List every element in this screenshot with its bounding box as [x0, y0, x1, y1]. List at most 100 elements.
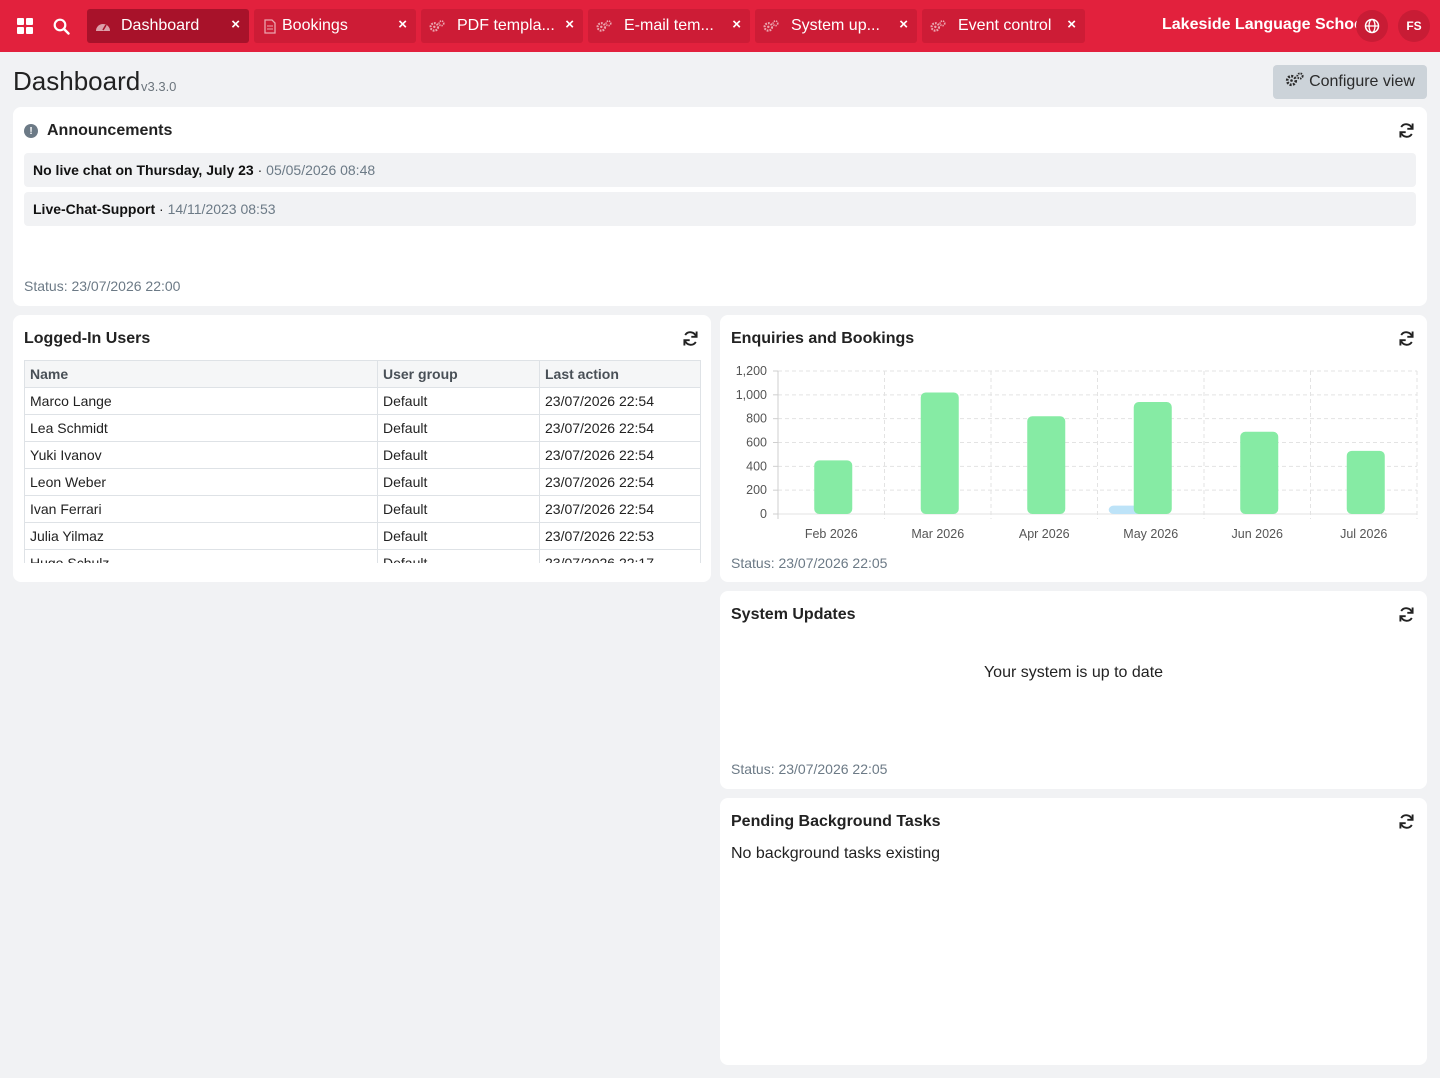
announcement-timestamp: 05/05/2026 08:48 — [266, 162, 376, 178]
x-tick-label: Jul 2026 — [1340, 527, 1387, 541]
dashboard-gauge-icon — [95, 18, 111, 34]
close-icon[interactable]: × — [1067, 16, 1076, 33]
separator: · — [155, 201, 168, 217]
tab-event-control[interactable]: Event control × — [922, 9, 1085, 43]
tab-system-updates[interactable]: System up... × — [755, 9, 917, 43]
cell-last-action: 23/07/2026 22:54 — [539, 441, 701, 469]
table-row[interactable]: Marco Lange Default 23/07/2026 22:54 — [24, 387, 701, 415]
gears-icon — [763, 18, 779, 34]
announcement-text: Live-Chat-Support — [33, 201, 156, 217]
close-icon[interactable]: × — [231, 16, 240, 33]
cell-name: Leon Weber — [24, 468, 378, 496]
cell-user-group: Default — [377, 495, 540, 523]
background-tasks-title: Pending Background Tasks — [731, 813, 941, 830]
school-brand-name: Lakeside Language School — [1162, 16, 1369, 33]
announcement-item[interactable]: Live-Chat-Support · 14/11/2023 08:53 — [24, 192, 1416, 226]
gears-icon — [930, 18, 946, 34]
refresh-icon[interactable] — [680, 328, 700, 348]
bar — [920, 392, 959, 514]
announcement-text: No live chat on Thursday, July 23 — [33, 162, 254, 178]
search-icon[interactable] — [43, 0, 79, 52]
tab-email-templates[interactable]: E-mail tem... × — [588, 9, 750, 43]
bar — [1346, 450, 1385, 514]
background-tasks-message: No background tasks existing — [731, 845, 940, 862]
cell-last-action: 23/07/2026 22:17 — [539, 549, 701, 563]
tab-label: Bookings — [282, 17, 348, 34]
tab-label: Event control — [958, 17, 1052, 34]
cell-last-action: 23/07/2026 22:54 — [539, 468, 701, 496]
gears-icon — [1285, 72, 1304, 92]
bar — [1133, 401, 1172, 514]
cell-last-action: 23/07/2026 22:53 — [539, 522, 701, 550]
cell-user-group: Default — [377, 468, 540, 496]
announcements-title: Announcements — [47, 122, 173, 139]
configure-view-button[interactable]: Configure view — [1273, 65, 1427, 99]
table-row[interactable]: Lea Schmidt Default 23/07/2026 22:54 — [24, 414, 701, 442]
status-text: Status: 23/07/2026 22:00 — [24, 278, 181, 294]
users-table: Name User group Last action Marco Lange D… — [24, 360, 701, 563]
enquiries-bar-chart: 0 200 400 600 800 1,000 1,200 Feb 2026 Mar 2026 A… — [736, 364, 1418, 541]
logged-in-users-title: Logged-In Users — [24, 330, 151, 347]
version-label: v3.3.0 — [141, 79, 177, 94]
table-row[interactable]: Hugo Schulz Default 23/07/2026 22:17 — [24, 549, 701, 563]
close-icon[interactable]: × — [398, 16, 407, 33]
logged-in-users-card: Logged-In Users Name User group Last act… — [13, 315, 711, 582]
close-icon[interactable]: × — [899, 16, 908, 33]
cell-name: Julia Yilmaz — [24, 522, 378, 550]
system-updates-title: System Updates — [731, 606, 856, 623]
announcement-timestamp: 14/11/2023 08:53 — [167, 201, 276, 217]
close-icon[interactable]: × — [565, 16, 574, 33]
cell-user-group: Default — [377, 522, 540, 550]
y-tick-label: 600 — [746, 436, 767, 450]
enquiries-bookings-title: Enquiries and Bookings — [731, 330, 915, 347]
tab-label: PDF templa... — [457, 17, 555, 34]
column-header-name[interactable]: Name — [24, 360, 378, 388]
app-grid-icon[interactable] — [7, 0, 43, 52]
tab-dashboard[interactable]: Dashboard × — [87, 9, 249, 43]
table-header-row: Name User group Last action — [24, 360, 701, 388]
language-globe-icon[interactable] — [1356, 10, 1388, 42]
y-tick-label: 400 — [746, 459, 767, 473]
user-avatar[interactable]: FS — [1398, 10, 1430, 42]
table-row[interactable]: Julia Yilmaz Default 23/07/2026 22:53 — [24, 522, 701, 550]
x-tick-label: Apr 2026 — [1019, 527, 1070, 541]
table-row[interactable]: Ivan Ferrari Default 23/07/2026 22:54 — [24, 495, 701, 523]
document-icon — [262, 18, 278, 34]
background-tasks-card: Pending Background Tasks No background t… — [720, 798, 1427, 1065]
bar — [1240, 431, 1279, 514]
status-text: Status: 23/07/2026 22:05 — [731, 761, 888, 777]
tab-label: E-mail tem... — [624, 17, 714, 34]
column-header-last-action[interactable]: Last action — [539, 360, 701, 388]
announcement-item[interactable]: No live chat on Thursday, July 23 · 05/0… — [24, 153, 1416, 187]
x-tick-label: Feb 2026 — [805, 527, 858, 541]
cell-name: Ivan Ferrari — [24, 495, 378, 523]
tab-label: System up... — [791, 17, 880, 34]
bar — [814, 460, 853, 514]
cell-name: Marco Lange — [24, 387, 378, 415]
configure-view-label: Configure view — [1309, 73, 1415, 90]
tab-bookings[interactable]: Bookings × — [254, 9, 416, 43]
top-navigation-bar: Dashboard × Bookings × PDF templa... × E… — [0, 0, 1440, 52]
cell-name: Yuki Ivanov — [24, 441, 378, 469]
tab-pdf-templates[interactable]: PDF templa... × — [421, 9, 583, 43]
page-title: Dashboard — [13, 66, 141, 96]
cell-name: Lea Schmidt — [24, 414, 378, 442]
refresh-icon[interactable] — [1396, 120, 1416, 140]
table-row[interactable]: Leon Weber Default 23/07/2026 22:54 — [24, 468, 701, 496]
refresh-icon[interactable] — [1396, 328, 1416, 348]
y-tick-label: 1,200 — [736, 364, 767, 378]
table-row[interactable]: Yuki Ivanov Default 23/07/2026 22:54 — [24, 441, 701, 469]
gears-icon — [596, 18, 612, 34]
enquiries-bookings-card: Enquiries and Bookings 0 200 400 600 800 1,00… — [720, 315, 1427, 582]
refresh-icon[interactable] — [1396, 604, 1416, 624]
cell-user-group: Default — [377, 387, 540, 415]
cell-last-action: 23/07/2026 22:54 — [539, 387, 701, 415]
refresh-icon[interactable] — [1396, 811, 1416, 831]
column-header-user-group[interactable]: User group — [377, 360, 540, 388]
separator: · — [253, 162, 267, 178]
announcements-card: ! Announcements No live chat on Thursday… — [13, 107, 1427, 306]
close-icon[interactable]: × — [732, 16, 741, 33]
users-table-scroll[interactable]: Name User group Last action Marco Lange D… — [24, 360, 701, 563]
cell-last-action: 23/07/2026 22:54 — [539, 414, 701, 442]
status-text: Status: 23/07/2026 22:05 — [731, 555, 888, 571]
